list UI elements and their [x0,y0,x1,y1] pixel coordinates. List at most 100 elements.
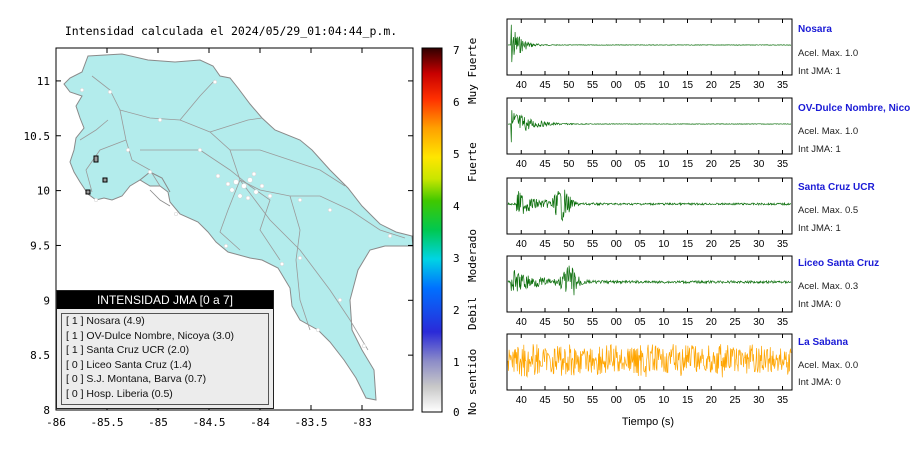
map-x-tick-label: -84.5 [192,416,225,429]
trace-tick-label: 15 [682,80,694,91]
trace-tick-label: 20 [706,159,718,170]
trace-tick-label: 10 [658,159,670,170]
legend-item: [ 1 ] Nosara (4.9) [66,315,145,327]
map-x-tick-label: -85.5 [90,416,123,429]
trace-tick-label: 55 [587,159,599,170]
trace-tick-label: 50 [563,395,575,406]
colorbar-tick: 4 [453,200,460,213]
trace-tick-label: 35 [777,80,789,91]
trace-tick-label: 35 [777,159,789,170]
map-x-tick-label: -83 [352,416,372,429]
trace-tick-label: 45 [539,159,551,170]
trace-tick-label: 45 [539,317,551,328]
colorbar-tick: 6 [453,96,460,109]
map-y-tick-label: 8 [43,404,50,417]
legend-item: [ 1 ] Santa Cruz UCR (2.0) [66,344,190,356]
trace-tick-label: 35 [777,395,789,406]
station-accel: Acel. Max. 1.0 [798,48,859,59]
trace-tick-label: 55 [587,317,599,328]
trace-tick-label: 15 [682,395,694,406]
legend-item: [ 1 ] OV-Dulce Nombre, Nicoya (3.0) [66,329,235,342]
map-frame [55,47,414,411]
station-jma: Int JMA: 0 [798,377,841,388]
time-axis-label: Tiempo (s) [621,416,675,428]
station-accel: Acel. Max. 0.0 [798,360,859,371]
colorbar-tick: 0 [453,406,460,419]
legend-item: [ 0 ] Hosp. Liberia (0.5) [66,387,173,400]
station-marker [85,189,91,195]
trace-tick-label: 00 [611,80,623,91]
trace-panel [506,18,793,76]
station-jma: Int JMA: 1 [798,223,841,234]
colorbar-tick: 2 [453,304,460,317]
trace-tick-label: 15 [682,239,694,250]
trace-tick-label: 00 [611,239,623,250]
station-name: OV-Dulce Nombre, Nicoya [798,103,910,114]
station-name: La Sabana [798,337,849,348]
trace-tick-label: 25 [729,395,741,406]
station-name: Liceo Santa Cruz [798,258,880,269]
trace-tick-label: 00 [611,395,623,406]
trace-tick-label: 10 [658,395,670,406]
trace-tick-label: 45 [539,80,551,91]
station-marker [93,155,99,163]
trace-tick-label: 40 [516,159,528,170]
trace-panel [506,255,793,313]
intensity-legend: INTENSIDAD JMA [0 a 7] [ 1 ] Nosara (4.9… [56,290,274,409]
trace-tick-label: 20 [706,80,718,91]
map-x-tick-label: -86 [46,416,66,429]
trace-tick-label: 30 [753,317,765,328]
station-jma: Int JMA: 0 [798,299,841,310]
trace-tick-label: 40 [516,317,528,328]
map-y-tick-label: 8.5 [30,349,50,362]
trace-tick-label: 50 [563,80,575,91]
trace-waveform [507,110,792,143]
trace-tick-label: 35 [777,239,789,250]
colorbar-tick: 7 [453,44,460,57]
map-title: Intensidad calculada el 2024/05/29_01:04… [64,24,398,38]
trace-tick-label: 30 [753,80,765,91]
trace-tick-label: 05 [634,395,646,406]
trace-tick-label: 05 [634,80,646,91]
trace-tick-label: 45 [539,239,551,250]
legend-title: INTENSIDAD JMA [0 a 7] [57,291,273,309]
station-marker [102,177,108,183]
costa-rica-land [63,53,413,401]
trace-waveform [507,344,792,378]
station-name: Nosara [798,24,832,35]
station-accel: Acel. Max. 0.3 [798,281,859,292]
legend-items-box: [ 1 ] Nosara (4.9) [ 1 ] OV-Dulce Nombre… [61,313,269,405]
station-jma: Int JMA: 1 [798,66,841,77]
trace-tick-label: 00 [611,159,623,170]
map-y-tick-label: 11 [37,75,50,88]
trace-tick-label: 35 [777,317,789,328]
map-y-tick-label: 10.5 [24,130,51,143]
trace-tick-label: 40 [516,395,528,406]
trace-tick-label: 10 [658,317,670,328]
trace-tick-label: 05 [634,239,646,250]
trace-tick-label: 15 [682,317,694,328]
trace-tick-label: 55 [587,395,599,406]
trace-panel [506,97,793,155]
trace-tick-label: 10 [658,239,670,250]
trace-tick-label: 50 [563,239,575,250]
trace-tick-label: 20 [706,317,718,328]
trace-tick-label: 50 [563,317,575,328]
map-y-tick-label: 9.5 [30,239,50,252]
intensity-colorbar [421,47,443,413]
trace-tick-label: 30 [753,395,765,406]
colorbar-tick: 3 [453,252,460,265]
map-x-tick-label: -83.5 [294,416,327,429]
station-name: Santa Cruz UCR [798,182,875,193]
trace-tick-label: 55 [587,80,599,91]
map-y-tick-label: 10 [37,185,50,198]
trace-waveform [508,24,792,63]
trace-tick-label: 15 [682,159,694,170]
trace-tick-label: 30 [753,159,765,170]
station-accel: Acel. Max. 1.0 [798,126,859,137]
trace-waveform [507,189,792,222]
trace-tick-label: 55 [587,239,599,250]
trace-tick-label: 10 [658,80,670,91]
trace-tick-label: 20 [706,395,718,406]
